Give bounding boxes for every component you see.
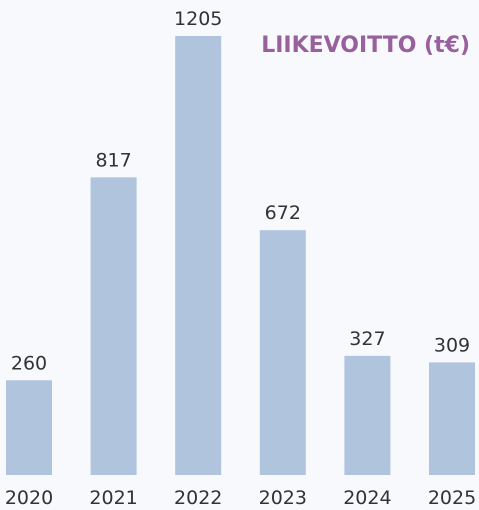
bar <box>90 177 137 475</box>
x-tick-label: 2024 <box>343 487 391 509</box>
bar <box>6 380 52 475</box>
value-label: 309 <box>434 334 470 356</box>
value-label: 327 <box>349 328 385 350</box>
value-label: 672 <box>265 202 301 224</box>
x-tick-label: 2021 <box>89 487 137 509</box>
bar <box>344 355 391 475</box>
bar <box>429 362 475 475</box>
x-tick-label: 2020 <box>5 487 53 509</box>
bar <box>175 36 222 475</box>
x-tick-label: 2023 <box>259 487 307 509</box>
x-tick-label: 2022 <box>174 487 222 509</box>
value-label: 260 <box>11 352 47 374</box>
chart-title: LIIKEVOITTO (t€) <box>261 33 470 58</box>
value-label: 1205 <box>174 8 222 30</box>
value-label: 817 <box>95 149 131 171</box>
x-tick-label: 2025 <box>428 487 476 509</box>
bar <box>259 230 306 475</box>
